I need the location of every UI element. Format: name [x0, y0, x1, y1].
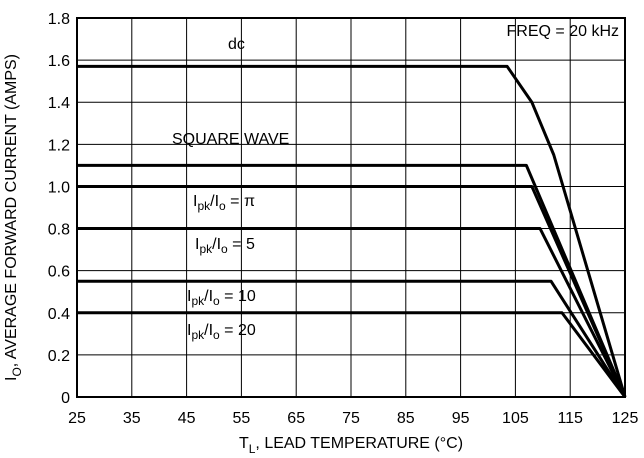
x-axis-title: TL, LEAD TEMPERATURE (°C)	[239, 435, 463, 456]
y-tick-label: 1.0	[48, 179, 70, 196]
x-tick-label: 35	[123, 410, 141, 427]
x-tick-label: 105	[502, 410, 529, 427]
x-tick-label: 25	[68, 410, 86, 427]
x-axis-title-main: T	[239, 435, 249, 452]
y-axis-title: IO, AVERAGE FORWARD CURRENT (AMPS)	[3, 54, 24, 381]
series-lines	[77, 64, 627, 398]
x-tick-label: 115	[557, 410, 583, 427]
x-axis-title-sub: L	[249, 442, 256, 456]
series-label-ipk-20: Ipk/Io = 20	[187, 322, 256, 342]
y-tick-label: 0.6	[48, 264, 70, 281]
series-label-square-wave: SQUARE WAVE	[172, 131, 289, 148]
y-tick-label: 0.4	[48, 306, 70, 323]
x-tick-label: 75	[342, 410, 360, 427]
x-tick-labels: 25 35 45 55 65 75 85 95 105 115 125	[68, 410, 638, 427]
y-axis-title-main: I	[3, 377, 20, 381]
y-axis-title-sub: O	[10, 367, 24, 376]
series-label-dc: dc	[228, 36, 245, 53]
y-tick-label: 1.6	[48, 53, 70, 70]
series-label-ipk-10: Ipk/Io = 10	[187, 288, 256, 308]
series-label-ipk-pi: Ipk/Io = π	[193, 193, 255, 213]
y-axis-title-rest: , AVERAGE FORWARD CURRENT (AMPS)	[3, 54, 20, 367]
freq-annotation: FREQ = 20 kHz	[507, 23, 619, 40]
x-tick-label: 95	[452, 410, 470, 427]
series-line-0	[77, 64, 627, 398]
series-line-2	[77, 184, 627, 398]
x-tick-label: 85	[397, 410, 415, 427]
x-tick-label: 55	[233, 410, 251, 427]
series-label-ipk-5: Ipk/Io = 5	[195, 236, 255, 256]
series-line-3	[77, 227, 627, 398]
series-line-5	[77, 311, 627, 398]
y-tick-label: 0	[61, 390, 70, 407]
plot-frame	[76, 17, 626, 398]
y-tick-label: 1.4	[48, 95, 70, 112]
x-tick-label: 125	[612, 410, 639, 427]
y-tick-label: 0.2	[48, 348, 70, 365]
y-tick-label: 1.8	[48, 11, 70, 28]
y-tick-labels: 0 0.2 0.4 0.6 0.8 1.0 1.2 1.4 1.6 1.8	[48, 11, 70, 407]
x-tick-label: 65	[287, 410, 305, 427]
x-tick-label: 45	[178, 410, 196, 427]
series-line-4	[77, 279, 627, 398]
y-tick-label: 1.2	[48, 137, 70, 154]
x-axis-title-rest: , LEAD TEMPERATURE (°C)	[255, 435, 463, 452]
y-tick-label: 0.8	[48, 222, 70, 239]
